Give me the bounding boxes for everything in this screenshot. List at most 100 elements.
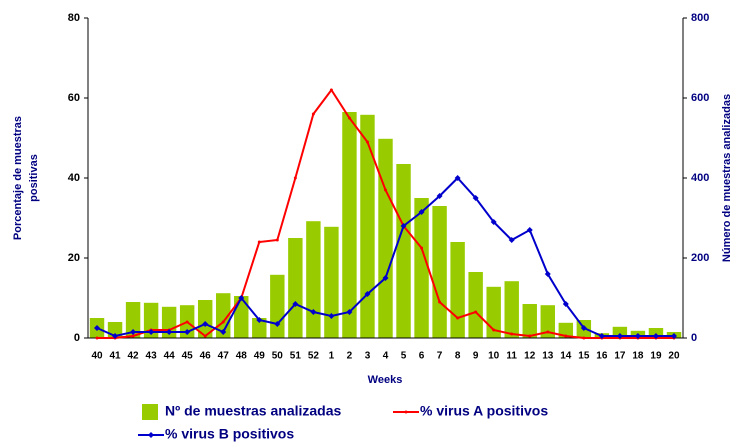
x-tick-label: 52 — [308, 351, 320, 362]
y-tick-label: 60 — [68, 92, 80, 104]
marker — [544, 271, 551, 277]
marker — [364, 291, 371, 297]
marker — [203, 334, 207, 338]
legend-label: Nº de muestras analizadas — [165, 403, 342, 419]
x-tick-label: 48 — [236, 351, 248, 362]
marker — [384, 188, 387, 192]
marker — [564, 334, 568, 338]
x-tick-label: 51 — [290, 351, 302, 362]
marker — [131, 334, 135, 338]
bar — [504, 281, 519, 338]
y-axis-label: Porcentaje de muestras — [12, 116, 24, 240]
legend-label: % virus A positivos — [420, 403, 548, 419]
marker — [582, 336, 586, 340]
x-tick-label: 8 — [455, 351, 461, 362]
marker — [546, 330, 550, 334]
x-tick-label: 12 — [524, 351, 536, 362]
marker — [95, 336, 99, 340]
bar — [252, 318, 267, 338]
marker — [329, 88, 333, 92]
x-tick-label: 44 — [164, 351, 176, 362]
y-tick-label: 0 — [74, 332, 80, 344]
marker — [510, 332, 514, 336]
y2-tick-label: 800 — [691, 12, 709, 24]
marker — [436, 193, 443, 199]
bar — [648, 328, 664, 338]
marker — [670, 333, 677, 339]
marker — [112, 333, 119, 339]
x-tick-label: 11 — [506, 351, 517, 362]
x-tick-label: 9 — [473, 351, 479, 362]
marker — [256, 317, 263, 323]
marker — [472, 195, 479, 201]
x-tick-label: 17 — [614, 351, 626, 362]
marker — [185, 320, 189, 324]
x-tick-label: 1 — [329, 351, 335, 362]
marker — [508, 237, 515, 243]
marker — [526, 227, 533, 233]
marker — [382, 275, 389, 281]
x-tick-label: 18 — [632, 351, 644, 362]
x-tick-label: 6 — [419, 351, 425, 362]
x-tick-label: 2 — [347, 351, 353, 362]
y-tick-label: 40 — [68, 172, 80, 184]
x-tick-label: 5 — [401, 351, 407, 362]
marker — [490, 219, 497, 225]
marker — [202, 321, 209, 327]
x-tick-label: 19 — [650, 351, 662, 362]
x-tick-label: 14 — [560, 351, 572, 362]
marker — [238, 295, 245, 301]
bar — [378, 138, 393, 338]
marker — [634, 333, 641, 339]
bar — [432, 206, 447, 338]
legend-swatch — [142, 404, 158, 420]
y2-tick-label: 0 — [691, 332, 697, 344]
bar — [468, 272, 483, 338]
marker — [293, 176, 297, 180]
y-tick-label: 80 — [68, 12, 80, 24]
x-tick-label: 15 — [578, 351, 590, 362]
marker — [438, 300, 442, 304]
marker — [474, 310, 478, 314]
marker — [148, 329, 155, 335]
marker — [257, 240, 261, 244]
bar — [197, 300, 213, 338]
marker — [221, 320, 225, 324]
y2-tick-label: 600 — [691, 92, 709, 104]
marker — [184, 329, 191, 335]
bar — [234, 296, 249, 338]
bar — [125, 302, 141, 338]
marker — [616, 333, 623, 339]
marker — [130, 329, 137, 335]
marker — [274, 321, 281, 327]
bar — [414, 198, 429, 338]
x-axis-label: Weeks — [368, 374, 403, 386]
bar — [612, 326, 628, 338]
marker — [311, 112, 315, 116]
x-tick-label: 41 — [109, 351, 121, 362]
marker — [598, 333, 605, 339]
marker — [400, 223, 407, 229]
bar — [396, 164, 411, 338]
marker — [492, 328, 496, 332]
bar — [324, 226, 339, 338]
bar — [306, 221, 321, 338]
marker — [275, 238, 279, 242]
x-tick-label: 3 — [365, 351, 371, 362]
y2-tick-label: 200 — [691, 252, 709, 264]
x-tick-label: 40 — [91, 351, 103, 362]
x-tick-label: 47 — [218, 351, 230, 362]
y2-axis-label: Número de muestras analizadas — [721, 94, 733, 262]
bar — [450, 242, 465, 338]
x-tick-label: 45 — [182, 351, 194, 362]
marker — [454, 175, 461, 181]
marker — [166, 329, 173, 335]
marker — [346, 309, 353, 315]
marker — [562, 301, 569, 307]
x-tick-label: 16 — [596, 351, 608, 362]
marker — [420, 246, 424, 250]
bar — [540, 305, 555, 338]
x-tick-label: 43 — [146, 351, 158, 362]
legend-swatch — [404, 410, 408, 414]
